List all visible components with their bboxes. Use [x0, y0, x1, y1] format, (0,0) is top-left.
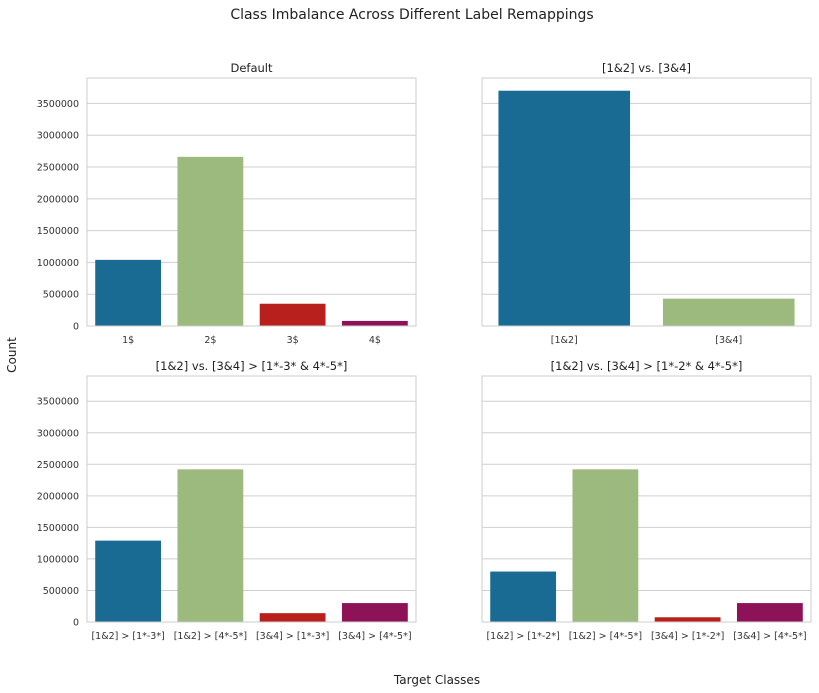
- bar-1: [95, 540, 162, 622]
- bar-1: [95, 259, 162, 326]
- y-tick-label: 3000000: [37, 428, 79, 439]
- plot-frame: [481, 77, 812, 327]
- bar-2: [572, 469, 639, 622]
- subplot-4: [1&2] > [1*-2*] [1&2] > [4*-5*] [3&4] > [1…: [481, 359, 812, 642]
- bar-3: [654, 617, 721, 622]
- subplot-title: Default: [230, 61, 273, 75]
- x-tick-label: [1&2] > [1*-3*]: [91, 631, 164, 642]
- figure-ylabel: Count: [5, 337, 19, 373]
- y-tick-label: 3500000: [37, 397, 79, 408]
- plot-frame: [86, 77, 417, 327]
- subplot-title: [1&2] vs. [3&4]: [602, 61, 691, 75]
- y-tick-label: 1500000: [37, 226, 79, 237]
- bar-3: [259, 613, 326, 622]
- plot-frame: [481, 375, 812, 623]
- y-tick-label: 2500000: [37, 460, 79, 471]
- x-tick-label: [1&2] > [4*-5*]: [569, 631, 642, 642]
- bar-2: [177, 469, 244, 622]
- bar-2: [662, 298, 795, 326]
- y-tick-label: 1500000: [37, 523, 79, 534]
- x-tick-label: [3&4]: [715, 335, 742, 346]
- x-tick-label: [1&2] > [1*-2*]: [486, 631, 559, 642]
- y-tick-label: 1000000: [37, 554, 79, 565]
- x-tick-label: [3&4] > [1*-2*]: [651, 631, 724, 642]
- y-tick-label: 2000000: [37, 194, 79, 205]
- x-tick-label: [3&4] > [4*-5*]: [338, 631, 411, 642]
- x-tick-label: 2$: [204, 335, 216, 346]
- subplot-title: [1&2] vs. [3&4] > [1*-2* & 4*-5*]: [551, 359, 743, 373]
- x-tick-label: 1$: [122, 335, 134, 346]
- x-tick-label: [3&4] > [1*-3*]: [256, 631, 329, 642]
- y-tick-label: 2000000: [37, 491, 79, 502]
- x-tick-label: 3$: [287, 335, 299, 346]
- figure-xlabel: Target Classes: [393, 673, 480, 687]
- x-tick-label: [1&2] > [4*-5*]: [174, 631, 247, 642]
- bar-3: [259, 303, 326, 326]
- x-tick-label: 4$: [369, 335, 381, 346]
- y-tick-label: 0: [73, 322, 79, 333]
- plot-frame: [86, 375, 417, 623]
- bar-4: [341, 603, 408, 622]
- bar-2: [177, 156, 244, 326]
- y-tick-label: 3000000: [37, 131, 79, 142]
- y-tick-label: 1000000: [37, 258, 79, 269]
- subplot-title: [1&2] vs. [3&4] > [1*-3* & 4*-5*]: [156, 359, 348, 373]
- y-tick-label: 3500000: [37, 99, 79, 110]
- y-tick-label: 0: [73, 618, 79, 629]
- subplot-1: 0 500000 1000000 1500000 2000000 2500000 30000…: [37, 61, 417, 346]
- bar-1: [490, 571, 557, 622]
- subplots-container: 0 500000 1000000 1500000 2000000 2500000 30000…: [37, 61, 812, 642]
- y-tick-label: 500000: [43, 586, 79, 597]
- y-tick-label: 500000: [43, 290, 79, 301]
- x-tick-label: [1&2]: [551, 335, 578, 346]
- bar-1: [498, 90, 631, 326]
- bar-4: [341, 320, 408, 326]
- subplot-2: [1&2] [3&4] [1&2] vs. [3&4]: [481, 61, 812, 346]
- subplot-3: 0 500000 1000000 1500000 2000000 2500000 30000…: [37, 359, 417, 642]
- x-tick-label: [3&4] > [4*-5*]: [733, 631, 806, 642]
- y-tick-label: 2500000: [37, 163, 79, 174]
- bar-4: [736, 603, 803, 622]
- figure-suptitle: Class Imbalance Across Different Label R…: [230, 7, 593, 23]
